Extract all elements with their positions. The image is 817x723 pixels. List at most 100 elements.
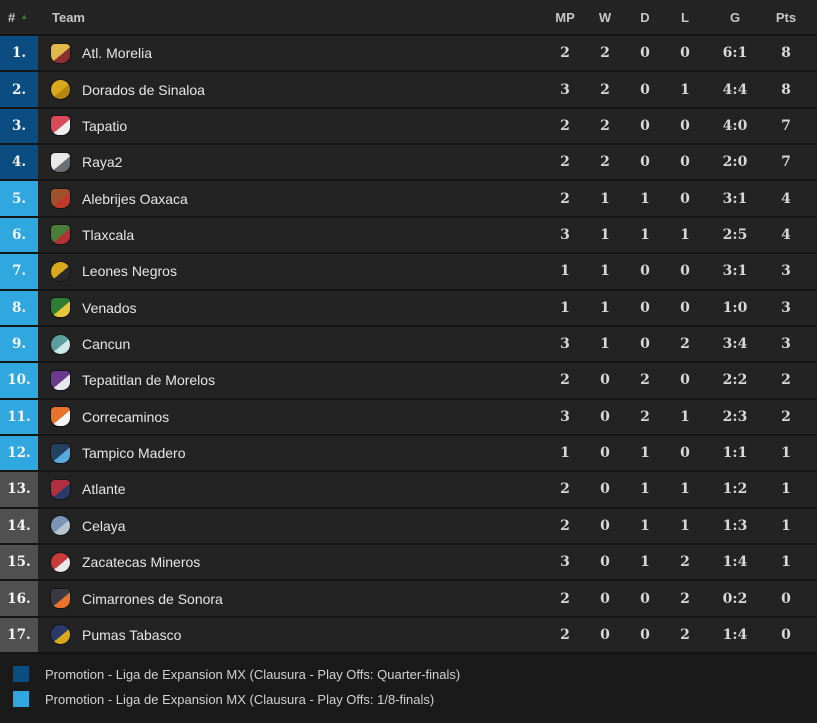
table-row[interactable]: 5. Alebrijes Oaxaca 2 1 1 0 3:1 4 xyxy=(0,181,817,218)
table-row[interactable]: 10. Tepatitlan de Morelos 2 0 2 0 2:2 2 xyxy=(0,363,817,400)
tampico-madero-crest-icon xyxy=(50,443,70,463)
goals-cell: 4:0 xyxy=(722,117,748,134)
rank-badge: 16. xyxy=(0,581,38,616)
legend-label: Promotion - Liga de Expansion MX (Clausu… xyxy=(45,691,435,707)
goals-cell: 1:0 xyxy=(722,299,748,316)
team-logo-cell xyxy=(38,618,82,652)
rank-badge: 4. xyxy=(0,145,38,180)
team-name[interactable]: Correcaminos xyxy=(82,408,170,425)
team-logo-cell xyxy=(38,363,82,397)
team-name[interactable]: Atlante xyxy=(82,481,126,498)
team-logo-cell xyxy=(38,327,82,361)
table-row[interactable]: 4. Raya2 2 2 0 0 2:0 7 xyxy=(0,145,817,182)
draws-cell: 0 xyxy=(640,336,650,353)
team-name[interactable]: Tapatio xyxy=(82,117,128,134)
venados-crest-icon xyxy=(50,298,70,318)
col-header-rank[interactable]: # ▲ xyxy=(0,10,38,25)
goals-cell: 4:4 xyxy=(722,81,748,98)
cancun-crest-icon xyxy=(50,334,70,354)
goals-cell: 1:1 xyxy=(722,445,748,462)
table-row[interactable]: 2. Dorados de Sinaloa 3 2 0 1 4:4 8 xyxy=(0,72,817,109)
team-name[interactable]: Cancun xyxy=(82,336,131,353)
correcaminos-crest-icon xyxy=(50,407,70,427)
wins-cell: 1 xyxy=(600,190,610,207)
table-row[interactable]: 15. Zacatecas Mineros 3 0 1 2 1:4 1 xyxy=(0,545,817,582)
rank-header-label: # xyxy=(8,9,16,25)
table-row[interactable]: 13. Atlante 2 0 1 1 1:2 1 xyxy=(0,472,817,509)
points-cell: 1 xyxy=(781,481,791,498)
team-name[interactable]: Atl. Morelia xyxy=(82,45,153,62)
rank-badge: 17. xyxy=(0,617,38,653)
col-header-mp[interactable]: MP xyxy=(555,9,575,25)
rank-badge: 13. xyxy=(0,472,38,507)
losses-cell: 1 xyxy=(680,408,690,425)
rank-badge: 5. xyxy=(0,181,38,216)
goals-cell: 2:2 xyxy=(722,372,748,389)
table-row[interactable]: 16. Cimarrones de Sonora 2 0 0 2 0:2 0 xyxy=(0,581,817,618)
matches-played-cell: 2 xyxy=(560,626,570,643)
table-row[interactable]: 12. Tampico Madero 1 0 1 0 1:1 1 xyxy=(0,435,817,473)
team-name[interactable]: Zacatecas Mineros xyxy=(82,554,201,571)
points-cell: 8 xyxy=(781,45,791,62)
wins-cell: 1 xyxy=(600,263,610,280)
tepatitlan-de-morelos-crest-icon xyxy=(50,370,70,390)
losses-cell: 2 xyxy=(680,590,690,607)
rank-badge: 14. xyxy=(0,508,38,544)
matches-played-cell: 1 xyxy=(560,299,570,316)
matches-played-cell: 3 xyxy=(560,336,570,353)
standings-table: # ▲ Team MP W D L G Pts 1. Atl. Morelia … xyxy=(0,9,817,655)
alebrijes-oaxaca-crest-icon xyxy=(50,189,70,209)
team-name[interactable]: Alebrijes Oaxaca xyxy=(82,190,188,207)
table-row[interactable]: 6. Tlaxcala 3 1 1 1 2:5 4 xyxy=(0,217,817,255)
table-row[interactable]: 3. Tapatio 2 2 0 0 4:0 7 xyxy=(0,108,817,146)
rank-badge: 15. xyxy=(0,545,38,580)
team-name[interactable]: Celaya xyxy=(82,517,126,534)
wins-cell: 2 xyxy=(600,154,610,171)
table-row[interactable]: 14. Celaya 2 0 1 1 1:3 1 xyxy=(0,508,817,546)
losses-cell: 1 xyxy=(680,481,690,498)
table-row[interactable]: 11. Correcaminos 3 0 2 1 2:3 2 xyxy=(0,399,817,436)
table-row[interactable]: 7. Leones Negros 1 1 0 0 3:1 3 xyxy=(0,254,817,291)
legend-label: Promotion - Liga de Expansion MX (Clausu… xyxy=(45,666,461,682)
team-name[interactable]: Cimarrones de Sonora xyxy=(82,590,223,607)
rank-badge: 7. xyxy=(0,254,38,289)
goals-cell: 0:2 xyxy=(722,590,748,607)
matches-played-cell: 2 xyxy=(560,372,570,389)
team-name[interactable]: Raya2 xyxy=(82,154,123,171)
rank-badge: 6. xyxy=(0,217,38,253)
losses-cell: 2 xyxy=(680,554,690,571)
team-logo-cell xyxy=(38,581,82,615)
table-body: 1. Atl. Morelia 2 2 0 0 6:1 8 2. Dorados… xyxy=(0,36,817,655)
celaya-crest-icon xyxy=(50,516,70,536)
matches-played-cell: 1 xyxy=(560,445,570,462)
matches-played-cell: 2 xyxy=(560,154,570,171)
table-row[interactable]: 8. Venados 1 1 0 0 1:0 3 xyxy=(0,290,817,327)
matches-played-cell: 3 xyxy=(560,81,570,98)
losses-cell: 0 xyxy=(680,190,690,207)
col-header-l[interactable]: L xyxy=(681,9,689,25)
col-header-g[interactable]: G xyxy=(729,9,741,25)
col-header-d[interactable]: D xyxy=(640,9,650,25)
table-row[interactable]: 1. Atl. Morelia 2 2 0 0 6:1 8 xyxy=(0,36,817,73)
team-name[interactable]: Pumas Tabasco xyxy=(82,626,182,643)
points-cell: 2 xyxy=(781,372,791,389)
team-name[interactable]: Leones Negros xyxy=(82,263,177,280)
tapatio-crest-icon xyxy=(50,116,70,136)
draws-cell: 0 xyxy=(640,45,650,62)
team-name[interactable]: Tlaxcala xyxy=(82,226,135,243)
table-row[interactable]: 9. Cancun 3 1 0 2 3:4 3 xyxy=(0,326,817,364)
wins-cell: 2 xyxy=(600,81,610,98)
team-name[interactable]: Dorados de Sinaloa xyxy=(82,81,205,98)
team-name[interactable]: Tepatitlan de Morelos xyxy=(82,372,216,389)
col-header-pts[interactable]: Pts xyxy=(775,9,797,25)
table-row[interactable]: 17. Pumas Tabasco 2 0 0 2 1:4 0 xyxy=(0,617,817,655)
goals-cell: 2:5 xyxy=(722,226,748,243)
losses-cell: 1 xyxy=(680,226,690,243)
col-header-team[interactable]: Team xyxy=(52,9,85,25)
col-header-w[interactable]: W xyxy=(598,9,612,25)
wins-cell: 0 xyxy=(600,408,610,425)
team-name[interactable]: Tampico Madero xyxy=(82,445,186,462)
team-logo-cell xyxy=(38,109,82,143)
team-name[interactable]: Venados xyxy=(82,299,137,316)
